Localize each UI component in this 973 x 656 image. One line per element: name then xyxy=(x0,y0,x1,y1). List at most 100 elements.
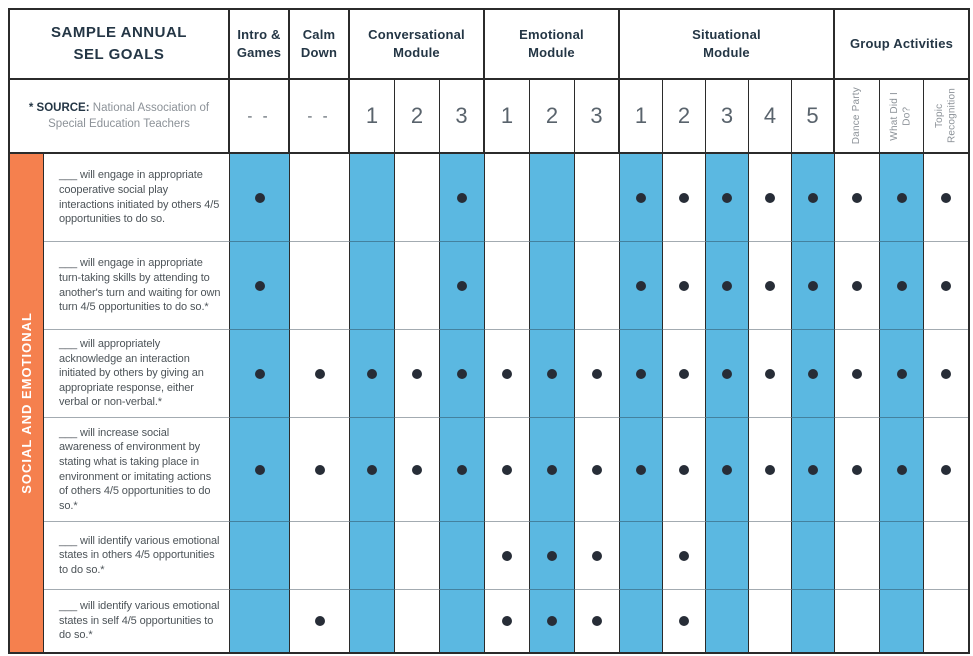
cell-situational-5-row-1 xyxy=(792,154,835,242)
dot-marker xyxy=(722,368,732,379)
column-group-emotional-module: Emotional Module xyxy=(485,10,620,80)
cell-topic-recognition-row-6 xyxy=(924,590,968,652)
cell-situational-1-row-3 xyxy=(620,330,663,418)
dot-marker xyxy=(808,368,818,379)
cell-situational-1-row-4 xyxy=(620,418,663,522)
cell-conversational-2-row-3 xyxy=(395,330,440,418)
cell-topic-recognition-row-2 xyxy=(924,242,968,330)
cell-situational-3-row-3 xyxy=(706,330,749,418)
column-group-conversational-module: Conversational Module xyxy=(350,10,485,80)
dot-marker xyxy=(457,280,467,291)
dot-marker xyxy=(722,192,732,203)
column-header-emotional-3: 3 xyxy=(575,80,620,154)
dot-marker xyxy=(679,550,689,561)
cell-situational-1-row-2 xyxy=(620,242,663,330)
column-header-conversational-2: 2 xyxy=(395,80,440,154)
cell-topic-recognition-row-4 xyxy=(924,418,968,522)
cell-emotional-1-row-1 xyxy=(485,154,530,242)
goal-text: ___ will identify various emotional stat… xyxy=(59,600,220,642)
column-header-emotional-1: 1 xyxy=(485,80,530,154)
cell-situational-1-row-5 xyxy=(620,522,663,590)
cell-situational-3-row-1 xyxy=(706,154,749,242)
cell-what-did-i-do-row-6 xyxy=(880,590,924,652)
cell-emotional-2-row-5 xyxy=(530,522,575,590)
dot-marker xyxy=(254,464,265,475)
cell-calm-down-row-5 xyxy=(290,522,350,590)
cell-calm-down-row-1 xyxy=(290,154,350,242)
cell-situational-5-row-6 xyxy=(792,590,835,652)
cell-conversational-2-row-5 xyxy=(395,522,440,590)
cell-emotional-1-row-2 xyxy=(485,242,530,330)
cell-what-did-i-do-row-5 xyxy=(880,522,924,590)
dot-marker xyxy=(765,192,775,203)
cell-what-did-i-do-row-2 xyxy=(880,242,924,330)
column-header-situational-3: 3 xyxy=(706,80,749,154)
column-header-situational-1: 1 xyxy=(620,80,663,154)
column-label-emotional-2: 2 xyxy=(545,103,559,128)
cell-intro-games-row-5 xyxy=(230,522,290,590)
column-group-group-activities: Group Activities xyxy=(835,10,968,80)
cell-conversational-3-row-4 xyxy=(440,418,485,522)
goal-text-row-5: ___ will identify various emotional stat… xyxy=(44,522,230,590)
cell-situational-4-row-3 xyxy=(749,330,792,418)
dot-marker xyxy=(502,616,512,626)
cell-intro-games-row-3 xyxy=(230,330,290,418)
cell-emotional-3-row-4 xyxy=(575,418,620,522)
cell-situational-2-row-2 xyxy=(663,242,706,330)
dot-marker xyxy=(896,192,907,203)
column-label-conversational-1: 1 xyxy=(365,103,379,128)
cell-emotional-1-row-6 xyxy=(485,590,530,652)
cell-situational-1-row-6 xyxy=(620,590,663,652)
cell-dance-party-row-5 xyxy=(835,522,880,590)
dot-marker xyxy=(941,280,951,291)
cell-conversational-1-row-3 xyxy=(350,330,395,418)
cell-conversational-1-row-5 xyxy=(350,522,395,590)
page-title: SAMPLE ANNUAL SEL GOALS xyxy=(10,10,230,80)
source-note: * SOURCE: National Association of Specia… xyxy=(10,80,230,154)
category-sidebar: SOCIAL AND EMOTIONAL xyxy=(10,154,44,652)
dot-marker xyxy=(808,280,818,291)
dot-marker xyxy=(502,550,512,561)
dot-marker xyxy=(592,616,602,626)
cell-emotional-3-row-1 xyxy=(575,154,620,242)
dot-marker xyxy=(592,464,602,475)
dot-marker xyxy=(547,550,557,561)
dot-marker xyxy=(852,192,862,203)
dot-marker xyxy=(457,192,467,203)
cell-conversational-3-row-5 xyxy=(440,522,485,590)
cell-situational-2-row-6 xyxy=(663,590,706,652)
dot-marker xyxy=(852,280,862,291)
column-header-what-did-i-do: What Did I Do? xyxy=(880,80,924,154)
cell-conversational-3-row-3 xyxy=(440,330,485,418)
dot-marker xyxy=(457,464,467,475)
dot-marker xyxy=(367,464,377,475)
dot-marker xyxy=(679,616,689,626)
dot-marker xyxy=(722,464,732,475)
dot-marker xyxy=(254,368,265,379)
dot-marker xyxy=(765,368,775,379)
cell-situational-1-row-1 xyxy=(620,154,663,242)
sel-goals-table: SAMPLE ANNUAL SEL GOALS Intro & Games Ca… xyxy=(8,8,970,654)
column-label-situational-3: 3 xyxy=(720,103,734,128)
source-body: National Association of Special Educatio… xyxy=(48,101,210,130)
dot-marker xyxy=(412,368,422,379)
cell-situational-2-row-3 xyxy=(663,330,706,418)
dot-marker xyxy=(636,368,646,379)
dot-marker xyxy=(314,616,325,626)
cell-emotional-3-row-3 xyxy=(575,330,620,418)
column-group-intro-games: Intro & Games xyxy=(230,10,290,80)
source-prefix: * SOURCE: xyxy=(28,101,90,114)
cell-emotional-2-row-4 xyxy=(530,418,575,522)
dot-marker xyxy=(679,368,689,379)
cell-emotional-3-row-6 xyxy=(575,590,620,652)
cell-emotional-2-row-2 xyxy=(530,242,575,330)
dot-marker xyxy=(547,464,557,475)
cell-conversational-3-row-6 xyxy=(440,590,485,652)
cell-topic-recognition-row-3 xyxy=(924,330,968,418)
cell-calm-down-row-2 xyxy=(290,242,350,330)
cell-situational-2-row-5 xyxy=(663,522,706,590)
source-text: * SOURCE: National Association of Specia… xyxy=(26,100,212,132)
goal-text: ___ will increase social awareness of en… xyxy=(59,426,212,512)
dot-marker xyxy=(367,368,377,379)
dot-marker xyxy=(941,192,951,203)
